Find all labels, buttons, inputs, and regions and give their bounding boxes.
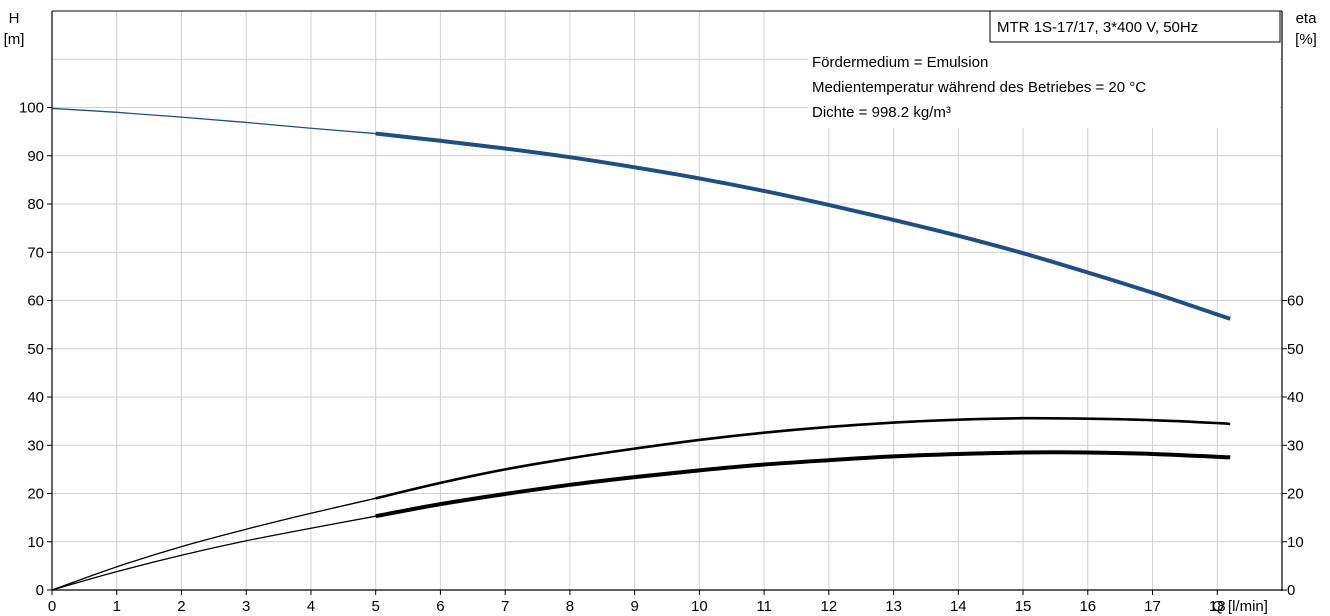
y-right-tick-label: 20 [1287,486,1304,503]
y-right-tick-label: 10 [1287,534,1304,551]
chart-title: MTR 1S-17/17, 3*400 V, 50Hz [997,19,1198,36]
x-tick-label: 18 [1209,598,1226,615]
series-1-line-extrapolated [51,497,377,591]
y-left-tick-label: 100 [19,100,44,117]
x-tick-label: 14 [950,598,967,615]
y-left-tick-label: 70 [27,244,44,261]
x-tick-label: 11 [756,598,772,615]
y-left-tick-label: 90 [27,148,44,165]
x-tick-label: 16 [1079,598,1096,615]
y-left-tick-label: 40 [27,389,44,406]
y-left-tick-label: 50 [27,341,44,358]
y-left-tick-label: 20 [27,486,44,503]
y-left-tick-label: 60 [27,293,44,310]
info-box: MTR 1S-17/17, 3*400 V, 50Hz Fördermedium… [808,10,1281,128]
y-right-tick-label: 60 [1287,293,1304,310]
x-tick-label: 9 [630,598,638,615]
series-2-line [375,450,1231,519]
x-tick-label: 0 [48,598,56,615]
x-tick-label: 13 [885,598,902,615]
y-left-title-symbol: H [9,10,20,27]
y-left-tick-label: 10 [27,534,44,551]
x-axis-title: Q [l/min] [1212,598,1268,615]
y-right-tick-label: 30 [1287,437,1304,454]
x-tick-label: 1 [113,598,121,615]
y-right-title-symbol: eta [1296,10,1318,27]
x-tick-label: 15 [1015,598,1032,615]
x-tick-label: 8 [566,598,574,615]
y-left-tick-label: 80 [27,196,44,213]
x-tick-label: 7 [501,598,509,615]
axes [47,10,1287,595]
annotation-density: Dichte = 998.2 kg/m³ [812,104,951,121]
x-tick-label: 12 [820,598,837,615]
x-tick-label: 3 [242,598,250,615]
x-tick-label: 6 [436,598,444,615]
y-right-tick-label: 40 [1287,389,1304,406]
series-0-line-extrapolated [51,107,377,135]
x-tick-label: 2 [177,598,185,615]
y-right-tick-label: 50 [1287,341,1304,358]
annotation-temperature: Medientemperatur während des Betriebes =… [812,79,1146,96]
series-2-line-extrapolated [51,515,377,591]
axis-labels: H [m] eta [%] Q [l/min] 0102030405060708… [4,10,1318,615]
x-tick-label: 5 [372,598,380,615]
x-tick-label: 17 [1144,598,1161,615]
data-series [51,107,1231,591]
y-left-title-unit: [m] [4,31,25,48]
y-right-tick-label: 0 [1287,582,1295,599]
y-left-tick-label: 0 [36,582,44,599]
y-left-tick-label: 30 [27,437,44,454]
y-right-title-unit: [%] [1295,31,1317,48]
annotation-medium: Fördermedium = Emulsion [812,54,988,71]
series-1-line [375,416,1231,500]
series-0-line [375,131,1231,321]
grid-lines [52,11,1282,590]
x-tick-label: 10 [691,598,708,615]
x-tick-label: 4 [307,598,315,615]
